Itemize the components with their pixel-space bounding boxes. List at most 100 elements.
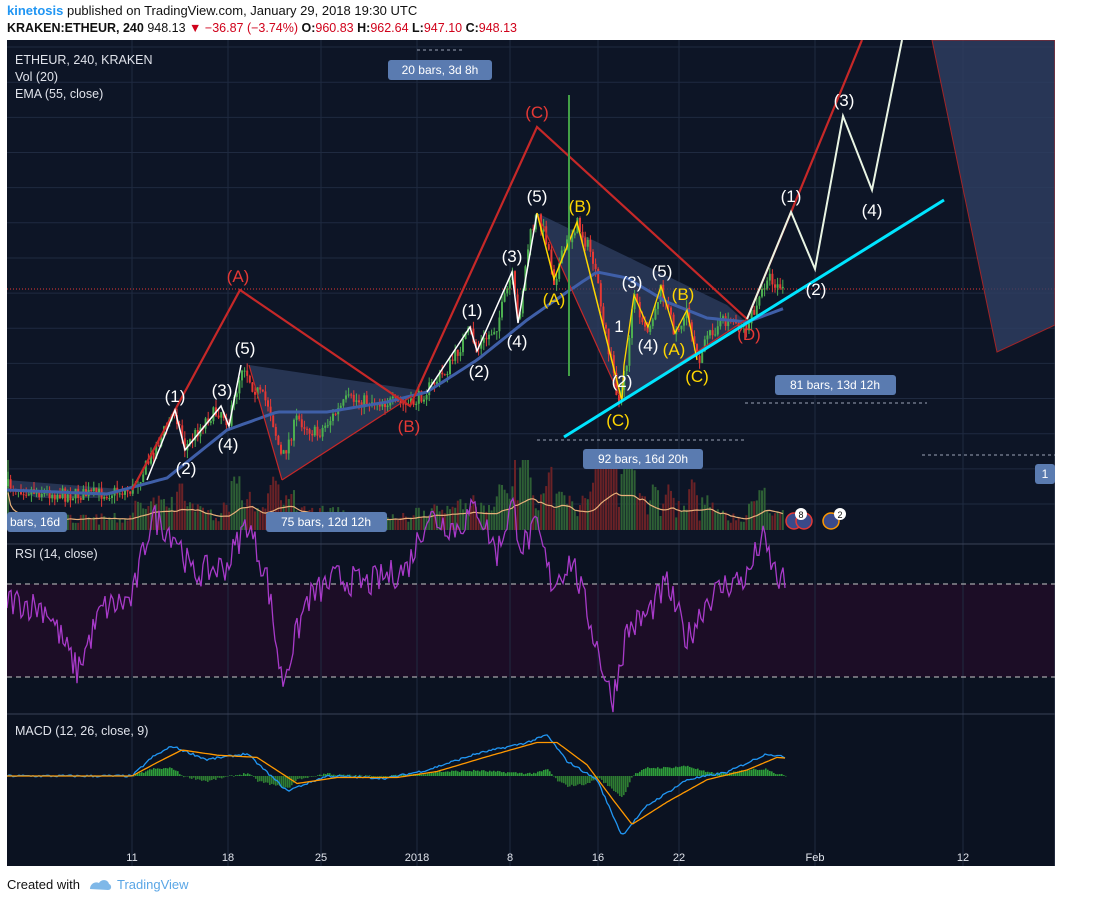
candle-body: [313, 426, 316, 436]
candle-body: [350, 394, 353, 396]
macd-hist-bar: [393, 775, 395, 776]
measure-label-box: [583, 449, 703, 469]
macd-hist-bar: [587, 776, 589, 783]
badge-count-bg: [834, 508, 846, 520]
volume-bar: [488, 505, 490, 530]
candle-body: [633, 293, 636, 310]
macd-hist-bar: [533, 772, 535, 776]
macd-hist-bar: [269, 776, 271, 786]
chart-container[interactable]: 20 bars, 3d 8h bars, 16d 75 bars, 12d 12…: [6, 39, 1103, 866]
macd-hist-bar: [275, 776, 277, 786]
macd-hist-bar: [541, 771, 543, 776]
volume-bar: [69, 514, 72, 530]
volume-bar: [763, 487, 766, 530]
high-label: H:: [357, 21, 371, 35]
macd-hist-bar: [147, 770, 149, 776]
macd-hist-bar: [559, 776, 561, 782]
candle-body: [51, 494, 54, 499]
macd-hist-bar: [721, 772, 723, 776]
wave-label: (5): [527, 187, 548, 206]
volume-bar: [90, 518, 93, 530]
macd-hist-bar: [325, 774, 327, 776]
candle-body: [222, 412, 225, 419]
macd-hist-bar: [249, 774, 251, 776]
candle-body: [152, 452, 155, 459]
volume-bar: [251, 505, 254, 530]
event-badges[interactable]: 8 2: [785, 508, 846, 530]
macd-hist-bar: [151, 769, 153, 776]
candle-body: [441, 372, 444, 375]
chart-svg[interactable]: 20 bars, 3d 8h bars, 16d 75 bars, 12d 12…: [6, 39, 1103, 866]
tradingview-link[interactable]: TradingView: [117, 877, 189, 892]
candle-body: [680, 325, 683, 330]
volume-bar: [597, 460, 600, 530]
macd-hist-bar: [769, 770, 771, 776]
candle-body: [235, 393, 238, 397]
macd-hist-bar: [305, 776, 307, 778]
candle-body: [631, 309, 633, 339]
volume-bar: [524, 460, 527, 530]
volume-bar: [651, 484, 654, 530]
candle-body: [308, 429, 311, 434]
macd-hist-bar: [327, 773, 329, 776]
macd-hist-bar: [311, 776, 313, 777]
candle-body: [446, 374, 449, 376]
macd-hist-bar: [529, 772, 531, 776]
candle-body: [423, 399, 425, 402]
volume-bar: [259, 511, 262, 530]
candle-body: [56, 494, 59, 500]
volume-bar: [724, 512, 727, 530]
macd-hist-bar: [681, 766, 683, 776]
macd-hist-bar: [267, 776, 269, 783]
macd-hist-bar: [527, 773, 529, 776]
macd-hist-bar: [367, 775, 369, 777]
volume-bar: [456, 500, 459, 530]
last-price: 948.13: [147, 21, 186, 35]
volume-bar: [641, 495, 644, 530]
macd-hist-bar: [135, 774, 137, 776]
candle-body: [711, 330, 714, 336]
candle-body: [90, 489, 93, 491]
volume-bar: [550, 466, 553, 530]
macd-hist-bar: [461, 770, 463, 776]
candle-body: [589, 239, 592, 252]
volume-bar: [225, 504, 228, 530]
macd-hist-bar: [517, 773, 519, 776]
candle-body: [644, 322, 646, 327]
wave-label-yellow: (B): [672, 285, 695, 304]
candle-body: [40, 493, 43, 498]
candle-body: [519, 313, 522, 319]
macd-hist-bar: [563, 776, 565, 784]
candle-body: [35, 491, 38, 494]
macd-hist-bar: [545, 769, 547, 776]
candle-body: [657, 302, 659, 309]
candle-body: [581, 231, 584, 238]
volume-bar: [170, 496, 173, 530]
macd-hist-bar: [777, 774, 779, 776]
author-link[interactable]: kinetosis: [7, 3, 64, 18]
macd-hist-bar: [497, 770, 499, 776]
volume-bar: [638, 493, 641, 530]
macd-hist-bar: [479, 771, 481, 776]
macd-hist-bar: [369, 775, 371, 776]
wave-label: (3): [502, 247, 523, 266]
macd-hist-bar: [173, 769, 175, 776]
volume-bar: [428, 515, 431, 530]
wave-label: (4): [638, 336, 659, 355]
macd-hist-bar: [739, 770, 741, 776]
candle-body: [563, 249, 566, 251]
macd-hist-bar: [737, 771, 739, 776]
candle-body: [779, 284, 782, 289]
macd-hist-bar: [591, 776, 593, 781]
volume-bar: [768, 513, 771, 530]
macd-hist-bar: [657, 767, 659, 776]
volume-bar: [391, 514, 394, 530]
candle-body: [66, 494, 69, 502]
macd-hist-bar: [613, 776, 615, 791]
candle-body: [753, 309, 756, 315]
volume-bar: [745, 515, 748, 530]
volume-bar: [82, 514, 85, 530]
candle-body: [449, 359, 451, 375]
volume-bar: [290, 493, 293, 530]
volume-bar: [701, 497, 704, 530]
